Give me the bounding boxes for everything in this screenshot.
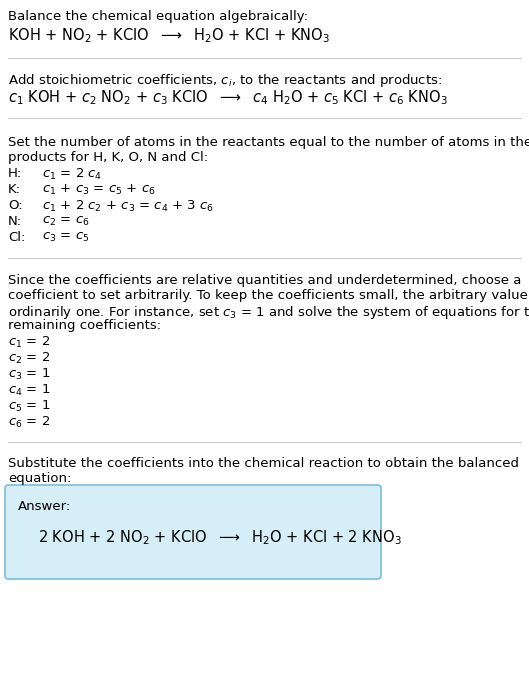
Text: Balance the chemical equation algebraically:: Balance the chemical equation algebraica…	[8, 10, 308, 23]
Text: remaining coefficients:: remaining coefficients:	[8, 319, 161, 332]
Text: Answer:: Answer:	[18, 500, 71, 513]
Text: KOH + NO$_2$ + KClO  $\longrightarrow$  H$_2$O + KCl + KNO$_3$: KOH + NO$_2$ + KClO $\longrightarrow$ H$…	[8, 26, 330, 45]
Text: 2 KOH + 2 NO$_2$ + KClO  $\longrightarrow$  H$_2$O + KCl + 2 KNO$_3$: 2 KOH + 2 NO$_2$ + KClO $\longrightarrow…	[38, 528, 402, 547]
Text: $c_2$ = 2: $c_2$ = 2	[8, 351, 50, 366]
Text: $c_5$ = 1: $c_5$ = 1	[8, 399, 50, 414]
Text: $c_4$ = 1: $c_4$ = 1	[8, 383, 50, 398]
Text: $c_1$ KOH + $c_2$ NO$_2$ + $c_3$ KClO  $\longrightarrow$  $c_4$ H$_2$O + $c_5$ K: $c_1$ KOH + $c_2$ NO$_2$ + $c_3$ KClO $\…	[8, 88, 448, 106]
Text: N:: N:	[8, 215, 22, 228]
Text: equation:: equation:	[8, 472, 71, 485]
Text: $c_6$ = 2: $c_6$ = 2	[8, 415, 50, 430]
Text: Cl:: Cl:	[8, 231, 25, 244]
Text: Add stoichiometric coefficients, $c_i$, to the reactants and products:: Add stoichiometric coefficients, $c_i$, …	[8, 72, 442, 89]
Text: K:: K:	[8, 183, 21, 196]
Text: $c_2$ = $c_6$: $c_2$ = $c_6$	[42, 215, 89, 228]
Text: Since the coefficients are relative quantities and underdetermined, choose a: Since the coefficients are relative quan…	[8, 274, 522, 287]
Text: $c_1$ = 2 $c_4$: $c_1$ = 2 $c_4$	[42, 167, 102, 182]
FancyBboxPatch shape	[5, 485, 381, 579]
Text: ordinarily one. For instance, set $c_3$ = 1 and solve the system of equations fo: ordinarily one. For instance, set $c_3$ …	[8, 304, 529, 321]
Text: coefficient to set arbitrarily. To keep the coefficients small, the arbitrary va: coefficient to set arbitrarily. To keep …	[8, 289, 529, 302]
Text: Substitute the coefficients into the chemical reaction to obtain the balanced: Substitute the coefficients into the che…	[8, 457, 519, 470]
Text: H:: H:	[8, 167, 22, 180]
Text: $c_1$ = 2: $c_1$ = 2	[8, 335, 50, 350]
Text: $c_1$ + 2 $c_2$ + $c_3$ = $c_4$ + 3 $c_6$: $c_1$ + 2 $c_2$ + $c_3$ = $c_4$ + 3 $c_6…	[42, 199, 214, 214]
Text: Set the number of atoms in the reactants equal to the number of atoms in the: Set the number of atoms in the reactants…	[8, 136, 529, 149]
Text: $c_1$ + $c_3$ = $c_5$ + $c_6$: $c_1$ + $c_3$ = $c_5$ + $c_6$	[42, 183, 156, 197]
Text: products for H, K, O, N and Cl:: products for H, K, O, N and Cl:	[8, 151, 208, 164]
Text: O:: O:	[8, 199, 23, 212]
Text: $c_3$ = 1: $c_3$ = 1	[8, 367, 50, 382]
Text: $c_3$ = $c_5$: $c_3$ = $c_5$	[42, 231, 89, 244]
